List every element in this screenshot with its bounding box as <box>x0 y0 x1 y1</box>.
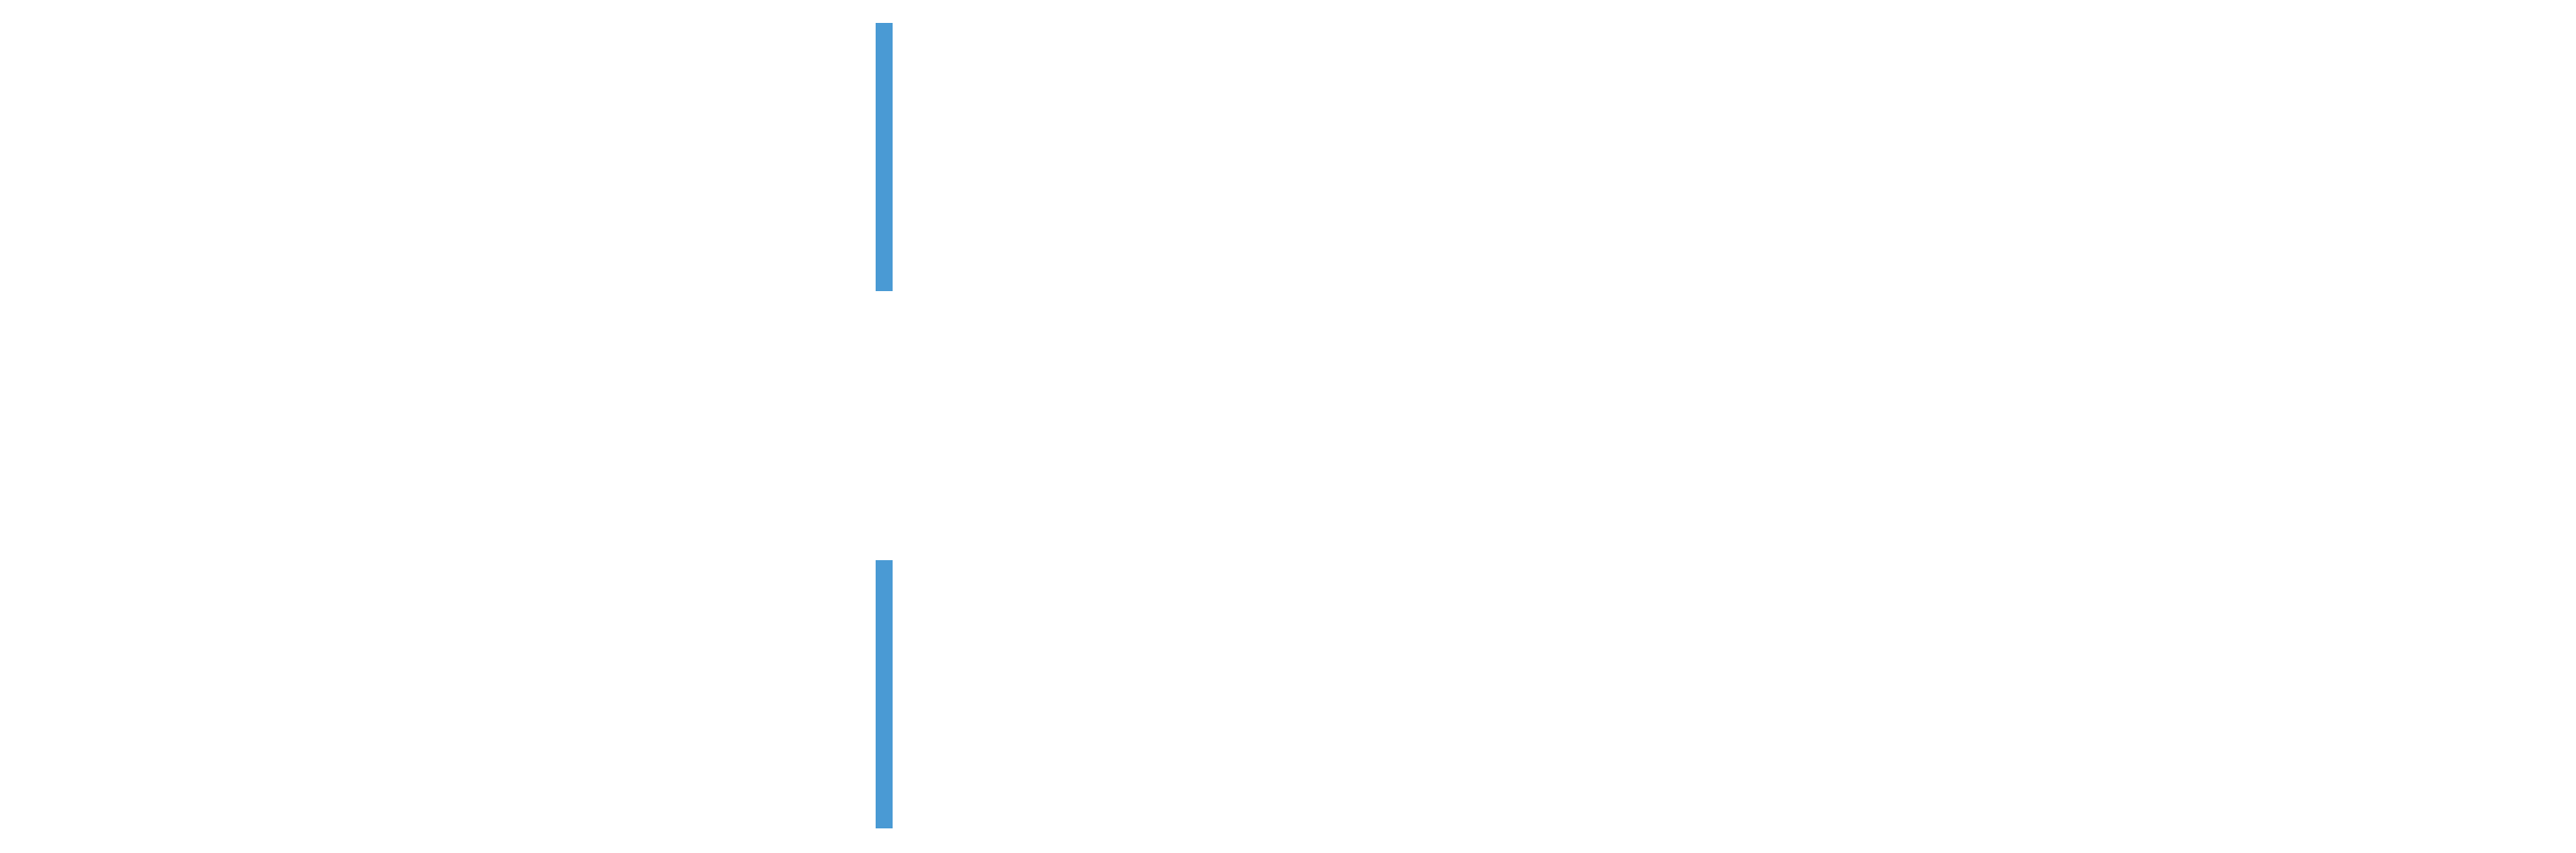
accent-bar-top <box>876 23 893 291</box>
accent-bar-bottom <box>876 560 893 828</box>
